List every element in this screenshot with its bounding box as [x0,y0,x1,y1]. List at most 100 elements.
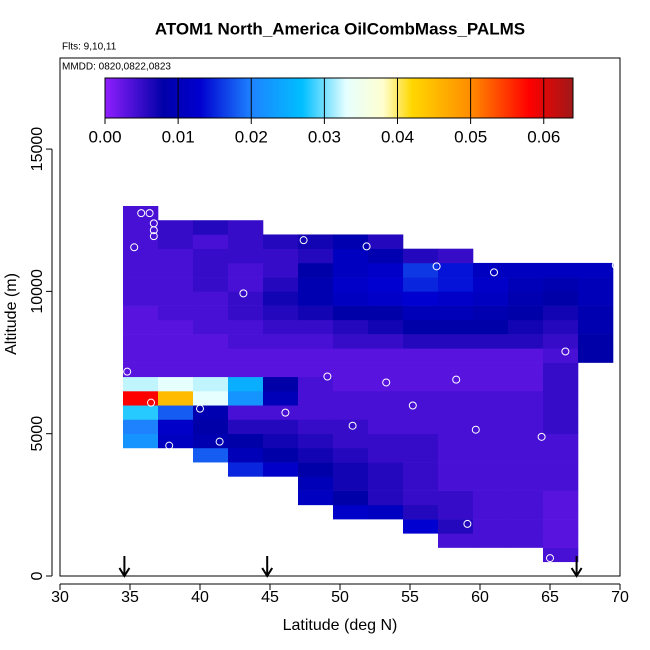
heat-cell [193,405,229,420]
heat-cell [158,220,194,235]
flight-point [323,372,332,381]
plot-frame [59,57,621,577]
heat-cell [123,248,159,264]
heat-cell [438,391,474,406]
heat-cell [473,319,509,335]
heat-cell [263,248,299,264]
flight-point [145,209,154,218]
heat-cell [438,262,474,278]
heat-cell [368,405,404,420]
heat-cell [263,376,299,392]
heat-cell [228,234,264,249]
heat-cell [298,490,334,506]
flights-note: Flts: 9,10,11 [62,42,117,53]
x-tick-label: 45 [261,589,279,606]
heat-cell [123,220,159,235]
heat-cell [403,305,439,321]
heat-cell [228,291,264,306]
heat-cell [368,476,404,491]
heat-cell [438,476,474,491]
heat-cell [228,362,264,378]
heat-cell [193,319,229,335]
heat-cell [228,305,264,321]
heat-cell [333,490,369,506]
heat-cell [403,405,439,420]
heat-cell [193,262,229,278]
heat-cell [473,490,509,506]
flight-point [362,242,371,251]
y-tick-label: 10000 [29,269,46,314]
heat-cell [368,248,404,264]
flight-point [149,226,158,235]
heat-cell [333,334,369,349]
heat-cell [508,362,544,378]
heat-cell [193,419,229,434]
x-axis-label: Latitude (deg N) [283,617,398,634]
colorbar [104,77,574,119]
heat-cell [543,419,579,434]
heat-cell [508,490,544,506]
heat-cell [263,391,299,406]
heat-cell [438,362,474,378]
heat-cell [193,391,229,406]
heat-cell [368,462,404,477]
heat-cell [403,462,439,477]
heat-cell [158,362,194,378]
heat-cell [123,234,159,249]
heat-cell [228,262,264,278]
heat-cell [508,419,544,434]
heat-cell [543,291,579,306]
heat-cell [228,348,264,363]
heat-cell [123,291,159,306]
heat-cell [403,391,439,406]
heat-cell [508,334,544,349]
heat-cell [403,419,439,434]
x-tick-label: 65 [541,589,559,606]
heat-cell [228,391,264,406]
heat-cell [438,291,474,306]
heat-cell [298,476,334,491]
flight-point [215,437,224,446]
heat-cell [368,319,404,335]
heat-cell [368,334,404,349]
flight-point [281,408,290,417]
heat-cell [438,305,474,321]
heat-cell [438,519,474,534]
heat-cell [508,519,544,534]
heat-cell [403,248,439,264]
heat-cell [473,334,509,349]
heat-cell [298,319,334,335]
heat-cell [543,476,579,491]
heat-cell [123,334,159,349]
heat-cell [438,348,474,363]
heat-cell [228,462,264,477]
flight-point [537,432,546,441]
heat-cell [298,277,334,292]
heat-cell [473,277,509,292]
heat-cell [368,362,404,378]
heat-cell [228,277,264,292]
heat-cell [298,376,334,392]
heat-cell [298,405,334,420]
heat-cell [123,376,159,392]
heat-cell [123,405,159,420]
heat-cell [508,405,544,420]
heat-cell [333,262,369,278]
heat-cell [123,305,159,321]
heat-cell [368,391,404,406]
heat-cell [333,305,369,321]
heat-cell [403,291,439,306]
heat-cell [263,234,299,249]
heat-cell [298,248,334,264]
heat-cell [298,262,334,278]
heat-cell [368,433,404,449]
heat-cell [368,234,404,249]
heat-cell [158,433,194,449]
heat-cell [368,504,404,520]
flight-point [471,425,480,434]
heat-cell [543,533,579,548]
heat-cell [158,405,194,420]
heat-cell [578,277,614,292]
colorbar-tick-label: 0.03 [308,127,341,146]
heat-cell [193,348,229,363]
